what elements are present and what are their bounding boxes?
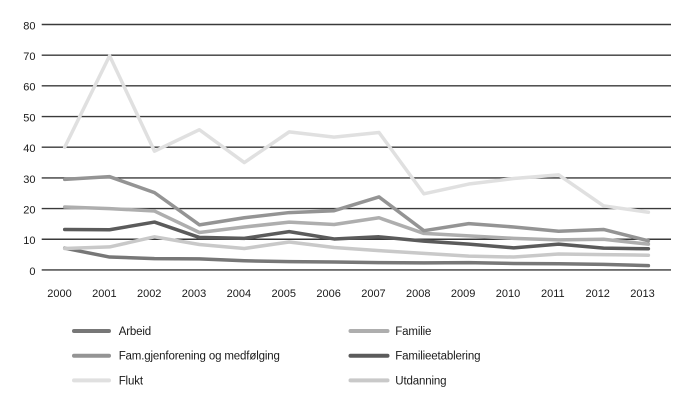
svg-text:Flukt: Flukt xyxy=(119,375,144,387)
svg-text:2009: 2009 xyxy=(451,288,475,300)
svg-text:40: 40 xyxy=(23,143,35,155)
svg-text:70: 70 xyxy=(23,51,35,63)
svg-text:Fam.gjenforening og medfølging: Fam.gjenforening og medfølging xyxy=(119,351,280,363)
svg-text:Familie: Familie xyxy=(395,326,431,338)
svg-text:2004: 2004 xyxy=(227,288,251,300)
svg-text:2006: 2006 xyxy=(316,288,340,300)
svg-text:60: 60 xyxy=(23,82,35,94)
svg-text:20: 20 xyxy=(23,204,35,216)
svg-text:Utdanning: Utdanning xyxy=(395,375,446,387)
svg-text:2005: 2005 xyxy=(272,288,296,300)
svg-text:80: 80 xyxy=(23,20,35,32)
svg-text:Familieetablering: Familieetablering xyxy=(395,351,480,363)
svg-text:0: 0 xyxy=(29,266,35,278)
svg-text:2002: 2002 xyxy=(137,288,161,300)
svg-text:2000: 2000 xyxy=(47,288,71,300)
svg-text:10: 10 xyxy=(23,235,35,247)
svg-text:2001: 2001 xyxy=(92,288,116,300)
svg-text:2003: 2003 xyxy=(182,288,206,300)
svg-text:2010: 2010 xyxy=(496,288,520,300)
svg-text:2012: 2012 xyxy=(585,288,609,300)
svg-text:2007: 2007 xyxy=(361,288,385,300)
svg-text:2011: 2011 xyxy=(541,288,565,300)
svg-text:50: 50 xyxy=(23,112,35,124)
svg-text:2013: 2013 xyxy=(630,288,654,300)
svg-text:30: 30 xyxy=(23,174,35,186)
svg-text:Arbeid: Arbeid xyxy=(119,326,151,338)
svg-text:2008: 2008 xyxy=(406,288,430,300)
